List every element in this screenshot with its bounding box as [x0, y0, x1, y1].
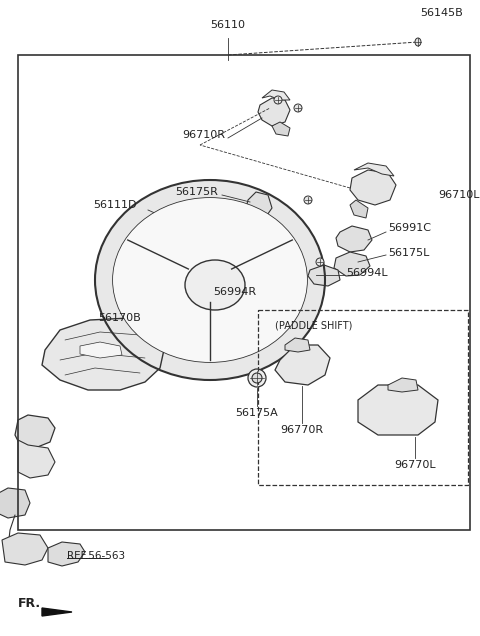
Polygon shape	[350, 200, 368, 218]
Polygon shape	[0, 488, 30, 518]
Text: 96710R: 96710R	[182, 130, 225, 140]
Ellipse shape	[113, 198, 307, 362]
Text: 56994R: 56994R	[213, 287, 256, 297]
Text: (PADDLE SHIFT): (PADDLE SHIFT)	[275, 320, 352, 330]
Polygon shape	[48, 542, 85, 566]
Polygon shape	[42, 318, 165, 390]
Text: 96770R: 96770R	[280, 425, 324, 435]
Polygon shape	[42, 608, 72, 616]
Polygon shape	[80, 342, 122, 358]
Ellipse shape	[95, 180, 325, 380]
Text: 56175L: 56175L	[388, 248, 430, 258]
Polygon shape	[246, 192, 272, 218]
Ellipse shape	[316, 258, 324, 266]
Polygon shape	[354, 163, 394, 176]
Text: 56110: 56110	[211, 20, 245, 30]
Text: REF.56-563: REF.56-563	[67, 551, 125, 561]
Text: 56175A: 56175A	[236, 408, 278, 418]
Text: 56994L: 56994L	[346, 268, 388, 278]
Ellipse shape	[304, 196, 312, 204]
Bar	[18, 55, 470, 530]
Ellipse shape	[113, 198, 307, 362]
Ellipse shape	[252, 373, 262, 383]
Polygon shape	[2, 533, 48, 565]
Text: 56111D: 56111D	[93, 200, 136, 210]
Polygon shape	[308, 265, 340, 286]
Ellipse shape	[415, 38, 421, 46]
Ellipse shape	[248, 369, 266, 387]
Polygon shape	[336, 226, 372, 252]
Text: 96710L: 96710L	[438, 190, 480, 200]
Polygon shape	[275, 345, 330, 385]
Text: 56175R: 56175R	[175, 187, 218, 197]
Polygon shape	[350, 170, 396, 205]
Polygon shape	[285, 338, 310, 352]
Polygon shape	[18, 440, 55, 478]
Ellipse shape	[185, 260, 245, 310]
Bar	[258, 310, 468, 485]
Polygon shape	[253, 273, 287, 297]
Polygon shape	[272, 122, 290, 136]
Polygon shape	[262, 90, 290, 100]
Ellipse shape	[274, 96, 282, 104]
Text: 56170B: 56170B	[98, 313, 141, 323]
Text: FR.: FR.	[18, 597, 41, 610]
Polygon shape	[388, 378, 418, 392]
Polygon shape	[143, 288, 185, 325]
Polygon shape	[163, 212, 218, 255]
Ellipse shape	[294, 104, 302, 112]
Text: 56145B: 56145B	[420, 8, 463, 18]
Polygon shape	[258, 98, 290, 126]
Polygon shape	[334, 252, 370, 276]
Polygon shape	[248, 215, 264, 230]
Text: 96770L: 96770L	[394, 460, 436, 470]
Polygon shape	[15, 415, 55, 448]
Text: 56991C: 56991C	[388, 223, 431, 233]
Polygon shape	[358, 385, 438, 435]
